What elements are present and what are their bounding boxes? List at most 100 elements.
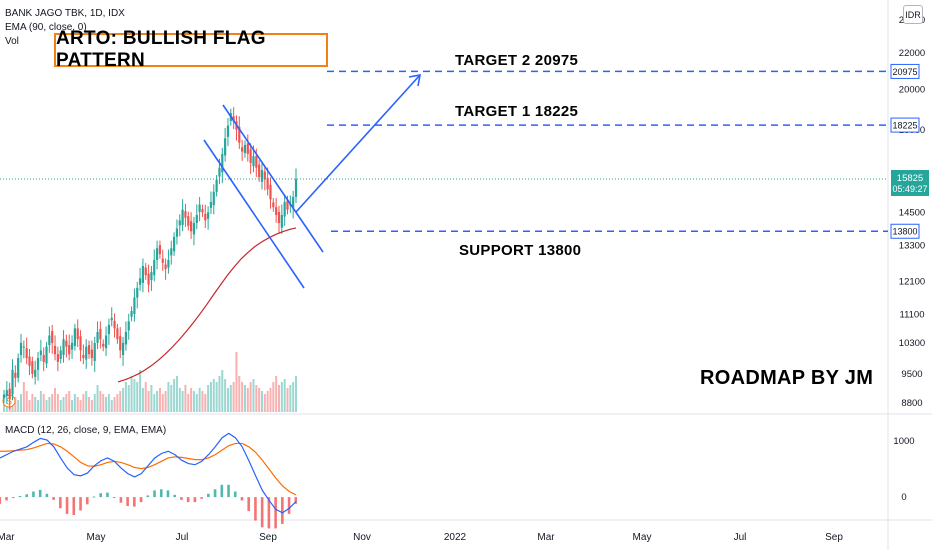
volume-bar xyxy=(263,394,266,412)
volume-bar xyxy=(266,391,269,412)
candle-body xyxy=(187,216,190,226)
macd-histogram-bar xyxy=(5,497,8,501)
chart-title-box[interactable]: ARTO: BULLISH FLAG PATTERN xyxy=(54,28,328,71)
macd-histogram-bar xyxy=(106,492,109,498)
macd-histogram-bar xyxy=(38,489,42,498)
volume-bar xyxy=(54,388,57,412)
macd-histogram-bar xyxy=(153,490,156,498)
volume-bar xyxy=(22,382,25,412)
candle-body xyxy=(272,202,275,208)
macd-histogram-bar xyxy=(52,497,55,500)
volume-bar xyxy=(51,394,54,412)
volume-bar xyxy=(136,382,139,412)
price-tick-label: 13300 xyxy=(899,240,925,251)
target2-price-badge xyxy=(890,63,920,79)
target2-label: TARGET 2 20975 xyxy=(455,52,579,69)
candle-body xyxy=(153,259,156,276)
time-tick-label: Sep xyxy=(825,532,843,543)
macd-histogram-bar xyxy=(173,494,177,498)
candle-body xyxy=(62,339,65,356)
macd-tick-label: 0 xyxy=(901,492,906,503)
time-axis: Mar May Jul Sep Nov 2022 Mar May Jul Sep xyxy=(0,532,843,543)
volume-bar xyxy=(141,388,144,412)
candle-body xyxy=(141,265,145,283)
macd-histogram-bar xyxy=(207,493,210,498)
currency-badge[interactable]: IDR xyxy=(903,5,923,24)
candle-body xyxy=(255,156,258,168)
volume-bar xyxy=(82,394,85,412)
candle-body xyxy=(167,259,170,268)
macd-histogram-bar xyxy=(159,489,163,498)
macd-histogram-bar xyxy=(99,493,103,498)
volume-bar xyxy=(147,391,150,412)
candle-body xyxy=(96,331,99,343)
candle-body xyxy=(164,264,167,270)
candle-body xyxy=(59,350,62,359)
candle-body xyxy=(238,126,241,143)
time-tick-label: May xyxy=(633,532,652,543)
macd-histogram-bar xyxy=(85,497,89,505)
candle-body xyxy=(283,201,286,217)
volume-bar xyxy=(130,376,133,412)
candle-body xyxy=(127,321,130,331)
price-tick-label: 14500 xyxy=(899,207,925,218)
macd-histogram-bar xyxy=(254,497,257,521)
candle-body xyxy=(116,328,119,340)
macd-histogram-bar xyxy=(92,496,96,498)
volume-bar xyxy=(187,394,190,412)
flag-lower-line xyxy=(203,139,305,289)
candle-body xyxy=(226,125,230,137)
macd-signal-line xyxy=(0,442,297,496)
candle-body xyxy=(34,369,37,377)
volume-bar xyxy=(207,385,210,412)
candle-body xyxy=(85,346,88,360)
volume-bar xyxy=(90,400,93,412)
candle-body xyxy=(56,354,59,362)
time-tick-label: Jul xyxy=(176,532,189,543)
candle-body xyxy=(192,223,196,235)
candle-body xyxy=(51,331,54,343)
candle-body xyxy=(87,345,91,355)
time-tick-label: 2022 xyxy=(444,532,467,543)
time-tick-label: Nov xyxy=(353,532,371,543)
candle-body xyxy=(221,153,224,173)
candle-body xyxy=(110,317,113,321)
macd-histogram-bar xyxy=(294,497,298,504)
candle-body xyxy=(198,204,201,212)
macd-histogram-bar xyxy=(112,497,116,499)
candle-body xyxy=(155,248,159,260)
candle-body xyxy=(31,361,34,374)
macd-histogram-bar xyxy=(200,497,203,499)
candle-body xyxy=(17,358,20,378)
volume-bar xyxy=(99,391,102,412)
volume-bar xyxy=(144,382,147,412)
volume-bar xyxy=(17,400,20,412)
volume-bar xyxy=(62,397,65,412)
price-tick-label: 11100 xyxy=(899,309,924,320)
volume-bar xyxy=(232,382,235,412)
macd-histogram-bar xyxy=(79,497,82,511)
macd-panel: 1000 0 xyxy=(0,432,915,529)
candle-body xyxy=(36,358,40,370)
macd-histogram-bar xyxy=(126,497,129,507)
volume-bar xyxy=(158,388,161,412)
macd-histogram-bar xyxy=(25,494,29,498)
projection-arrow-head xyxy=(408,74,421,87)
volume-bar xyxy=(275,376,278,412)
macd-histogram-bar xyxy=(213,489,217,498)
macd-histogram-bar xyxy=(72,497,76,515)
macd-histogram-bar xyxy=(32,491,35,498)
volume-bar xyxy=(238,376,241,412)
macd-histogram-bar xyxy=(220,484,224,498)
volume-bars: S xyxy=(2,352,297,412)
volume-bar xyxy=(102,394,105,412)
target1-price-badge-text: 18225 xyxy=(892,121,917,131)
volume-bar xyxy=(71,400,74,412)
candle-body xyxy=(178,220,181,226)
volume-bar xyxy=(204,394,207,412)
volume-bar xyxy=(93,394,96,412)
candle-body xyxy=(42,355,45,362)
countdown-text: 05:49:27 xyxy=(892,184,927,194)
